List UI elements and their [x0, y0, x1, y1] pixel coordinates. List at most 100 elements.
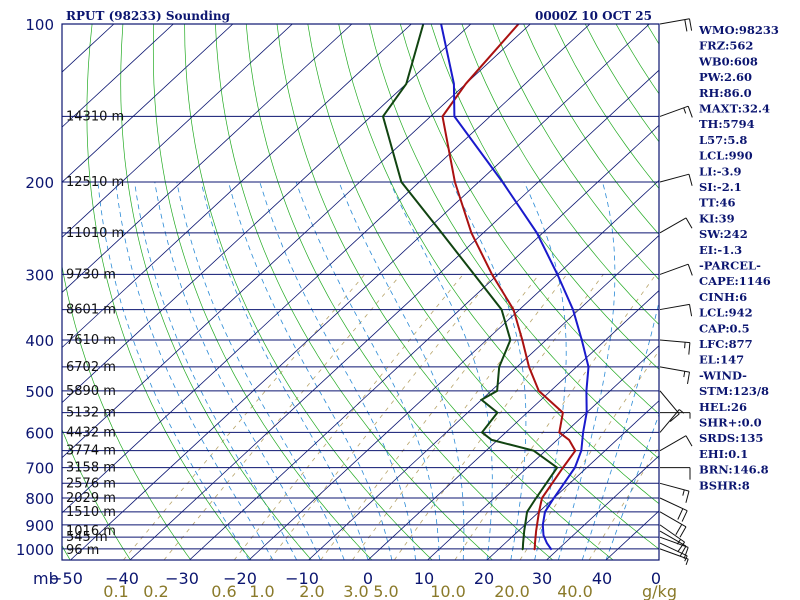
dry-adiabat-line — [62, 545, 71, 560]
height-label: 96 m — [66, 543, 99, 558]
mixing-ratio-line — [269, 274, 495, 560]
mixing-ratio-line — [393, 274, 604, 560]
wind-barb — [659, 173, 693, 186]
moist-adiabat-line — [115, 181, 274, 560]
index-line: CAP:0.5 — [699, 321, 750, 335]
mixing-ratio-label: 3.0 — [343, 582, 368, 600]
height-label: 3158 m — [66, 461, 116, 476]
mixing-ratio-line — [454, 274, 657, 560]
wind-barb — [659, 303, 693, 317]
height-label: 2576 m — [66, 476, 116, 491]
mixing-ratio-label: 40.0 — [557, 582, 593, 600]
pressure-labels: 100 200 300 400 500 600 700 800 900 1000 — [16, 16, 54, 559]
dry-adiabat-line — [338, 24, 659, 505]
height-label: 1016 m — [66, 524, 116, 539]
moist-adiabat-line — [389, 181, 493, 560]
temperature-tick-label: −20 — [223, 569, 257, 588]
height-label: 14310 m — [66, 109, 124, 124]
mixing-ratio-line — [320, 274, 540, 560]
height-label: 4432 m — [66, 425, 116, 440]
index-line: SW:242 — [699, 227, 748, 241]
isotherm-line — [546, 455, 659, 560]
temperature-tick-label: 0 — [651, 569, 661, 588]
moist-adiabat-line — [154, 181, 321, 560]
index-line: LCL:942 — [699, 306, 753, 320]
wind-barb — [659, 542, 688, 562]
height-label: 5890 m — [66, 384, 116, 399]
index-line: EI:-1.3 — [699, 243, 742, 257]
pressure-label: 500 — [25, 383, 54, 401]
pressure-label: 300 — [25, 266, 54, 284]
height-label: 12510 m — [66, 175, 124, 190]
pressure-label: 900 — [25, 517, 54, 535]
dry-adiabat-line — [430, 24, 659, 370]
height-label: 1510 m — [66, 505, 116, 520]
mixing-ratio-line — [123, 274, 366, 560]
mixing-ratio-label: 20.0 — [494, 582, 530, 600]
height-label: 11010 m — [66, 226, 124, 241]
pressure-label: 200 — [25, 174, 54, 192]
pressure-label: 600 — [25, 424, 54, 442]
dry-adiabat-line — [369, 24, 659, 460]
parcel-line — [440, 24, 590, 551]
isotherm-line — [62, 24, 353, 293]
isotherm-line — [0, 24, 54, 560]
isotherms — [0, 24, 659, 560]
dry-adiabat-line — [62, 428, 131, 560]
isotherm-line — [62, 24, 591, 514]
dry-adiabat-line — [307, 24, 659, 550]
index-line: BSHR:8 — [699, 478, 750, 492]
index-line: KI:39 — [699, 211, 735, 225]
height-label: 5132 m — [66, 406, 116, 421]
mixing-ratio-label: 5.0 — [373, 582, 398, 600]
temperature-tick-label: −40 — [105, 569, 139, 588]
pressure-label: 700 — [25, 460, 54, 478]
wind-barb — [659, 530, 687, 557]
wind-barb — [659, 412, 691, 419]
mixing-ratio-line — [519, 350, 659, 560]
isotherm-line — [62, 24, 412, 349]
moist-adiabat-line — [97, 181, 250, 560]
isotherm-line — [70, 24, 650, 560]
mixing-ratio-label: 0.2 — [143, 582, 168, 600]
index-line: WB0:608 — [698, 54, 758, 68]
index-line: LCL:990 — [699, 149, 753, 163]
temperature-tick-label: 10 — [414, 569, 434, 588]
dry-adiabat-line — [461, 24, 659, 325]
moist-adiabat-line — [259, 181, 416, 560]
isotherm-line — [189, 124, 659, 560]
mixing-ratio-lines — [123, 274, 659, 560]
wind-barb — [659, 339, 691, 355]
wind-barb — [659, 497, 688, 522]
index-line: CINH:6 — [699, 290, 747, 304]
dry-adiabat-line — [276, 24, 614, 560]
temperature-line — [441, 24, 577, 551]
index-line: FRZ:562 — [699, 39, 753, 53]
temperature-tick-label: −50 — [49, 569, 83, 588]
wind-barb — [659, 217, 693, 234]
isotherm-line — [248, 179, 659, 560]
wind-barb — [659, 366, 690, 384]
height-label: 545 m — [66, 530, 108, 545]
isotherm-line — [308, 234, 659, 560]
index-line: LI:-3.9 — [699, 164, 742, 178]
height-label: 3774 m — [66, 444, 116, 459]
index-line: STM:123/8 — [699, 384, 769, 398]
wind-barb — [659, 524, 686, 553]
mixing-ratio-line — [233, 274, 464, 560]
dry-adiabat-line — [86, 24, 252, 560]
mixing-ratio-label: 1.0 — [249, 582, 274, 600]
moist-adiabat-line — [200, 181, 369, 560]
dry-adiabat-line — [152, 24, 373, 560]
dewpoint-line — [381, 24, 559, 551]
wind-barb — [659, 390, 680, 422]
pressure-label: 800 — [25, 490, 54, 508]
wind-barb — [659, 536, 689, 559]
height-label: 2029 m — [66, 491, 116, 506]
isotherm-line — [62, 24, 174, 128]
wind-barb — [659, 263, 693, 276]
index-line: -PARCEL- — [699, 259, 761, 273]
mixing-ratio-line — [588, 446, 659, 560]
index-line: WMO:98233 — [698, 23, 779, 37]
